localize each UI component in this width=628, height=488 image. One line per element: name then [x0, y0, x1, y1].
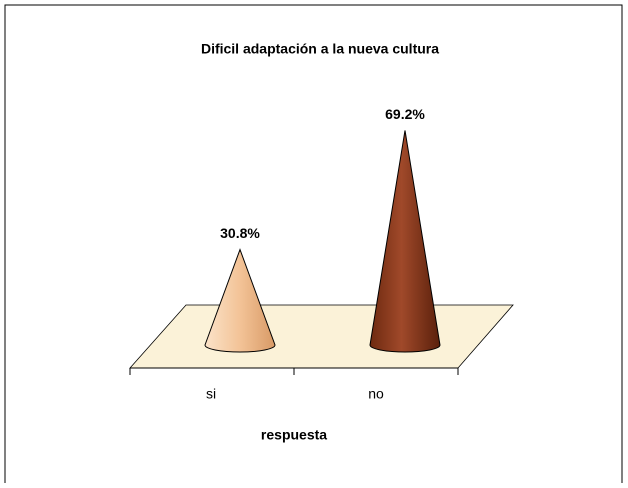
- cone: [204, 248, 276, 353]
- cone: [369, 130, 441, 353]
- value-label: 69.2%: [385, 106, 425, 122]
- chart-title: Dificil adaptación a la nueva cultura: [201, 41, 439, 57]
- x-tick-label: si: [206, 386, 216, 402]
- floor: [129, 304, 514, 369]
- chart-frame: [4, 4, 623, 488]
- x-axis-label: respuesta: [261, 427, 327, 443]
- x-tick-label: no: [368, 386, 384, 402]
- value-label: 30.8%: [220, 225, 260, 241]
